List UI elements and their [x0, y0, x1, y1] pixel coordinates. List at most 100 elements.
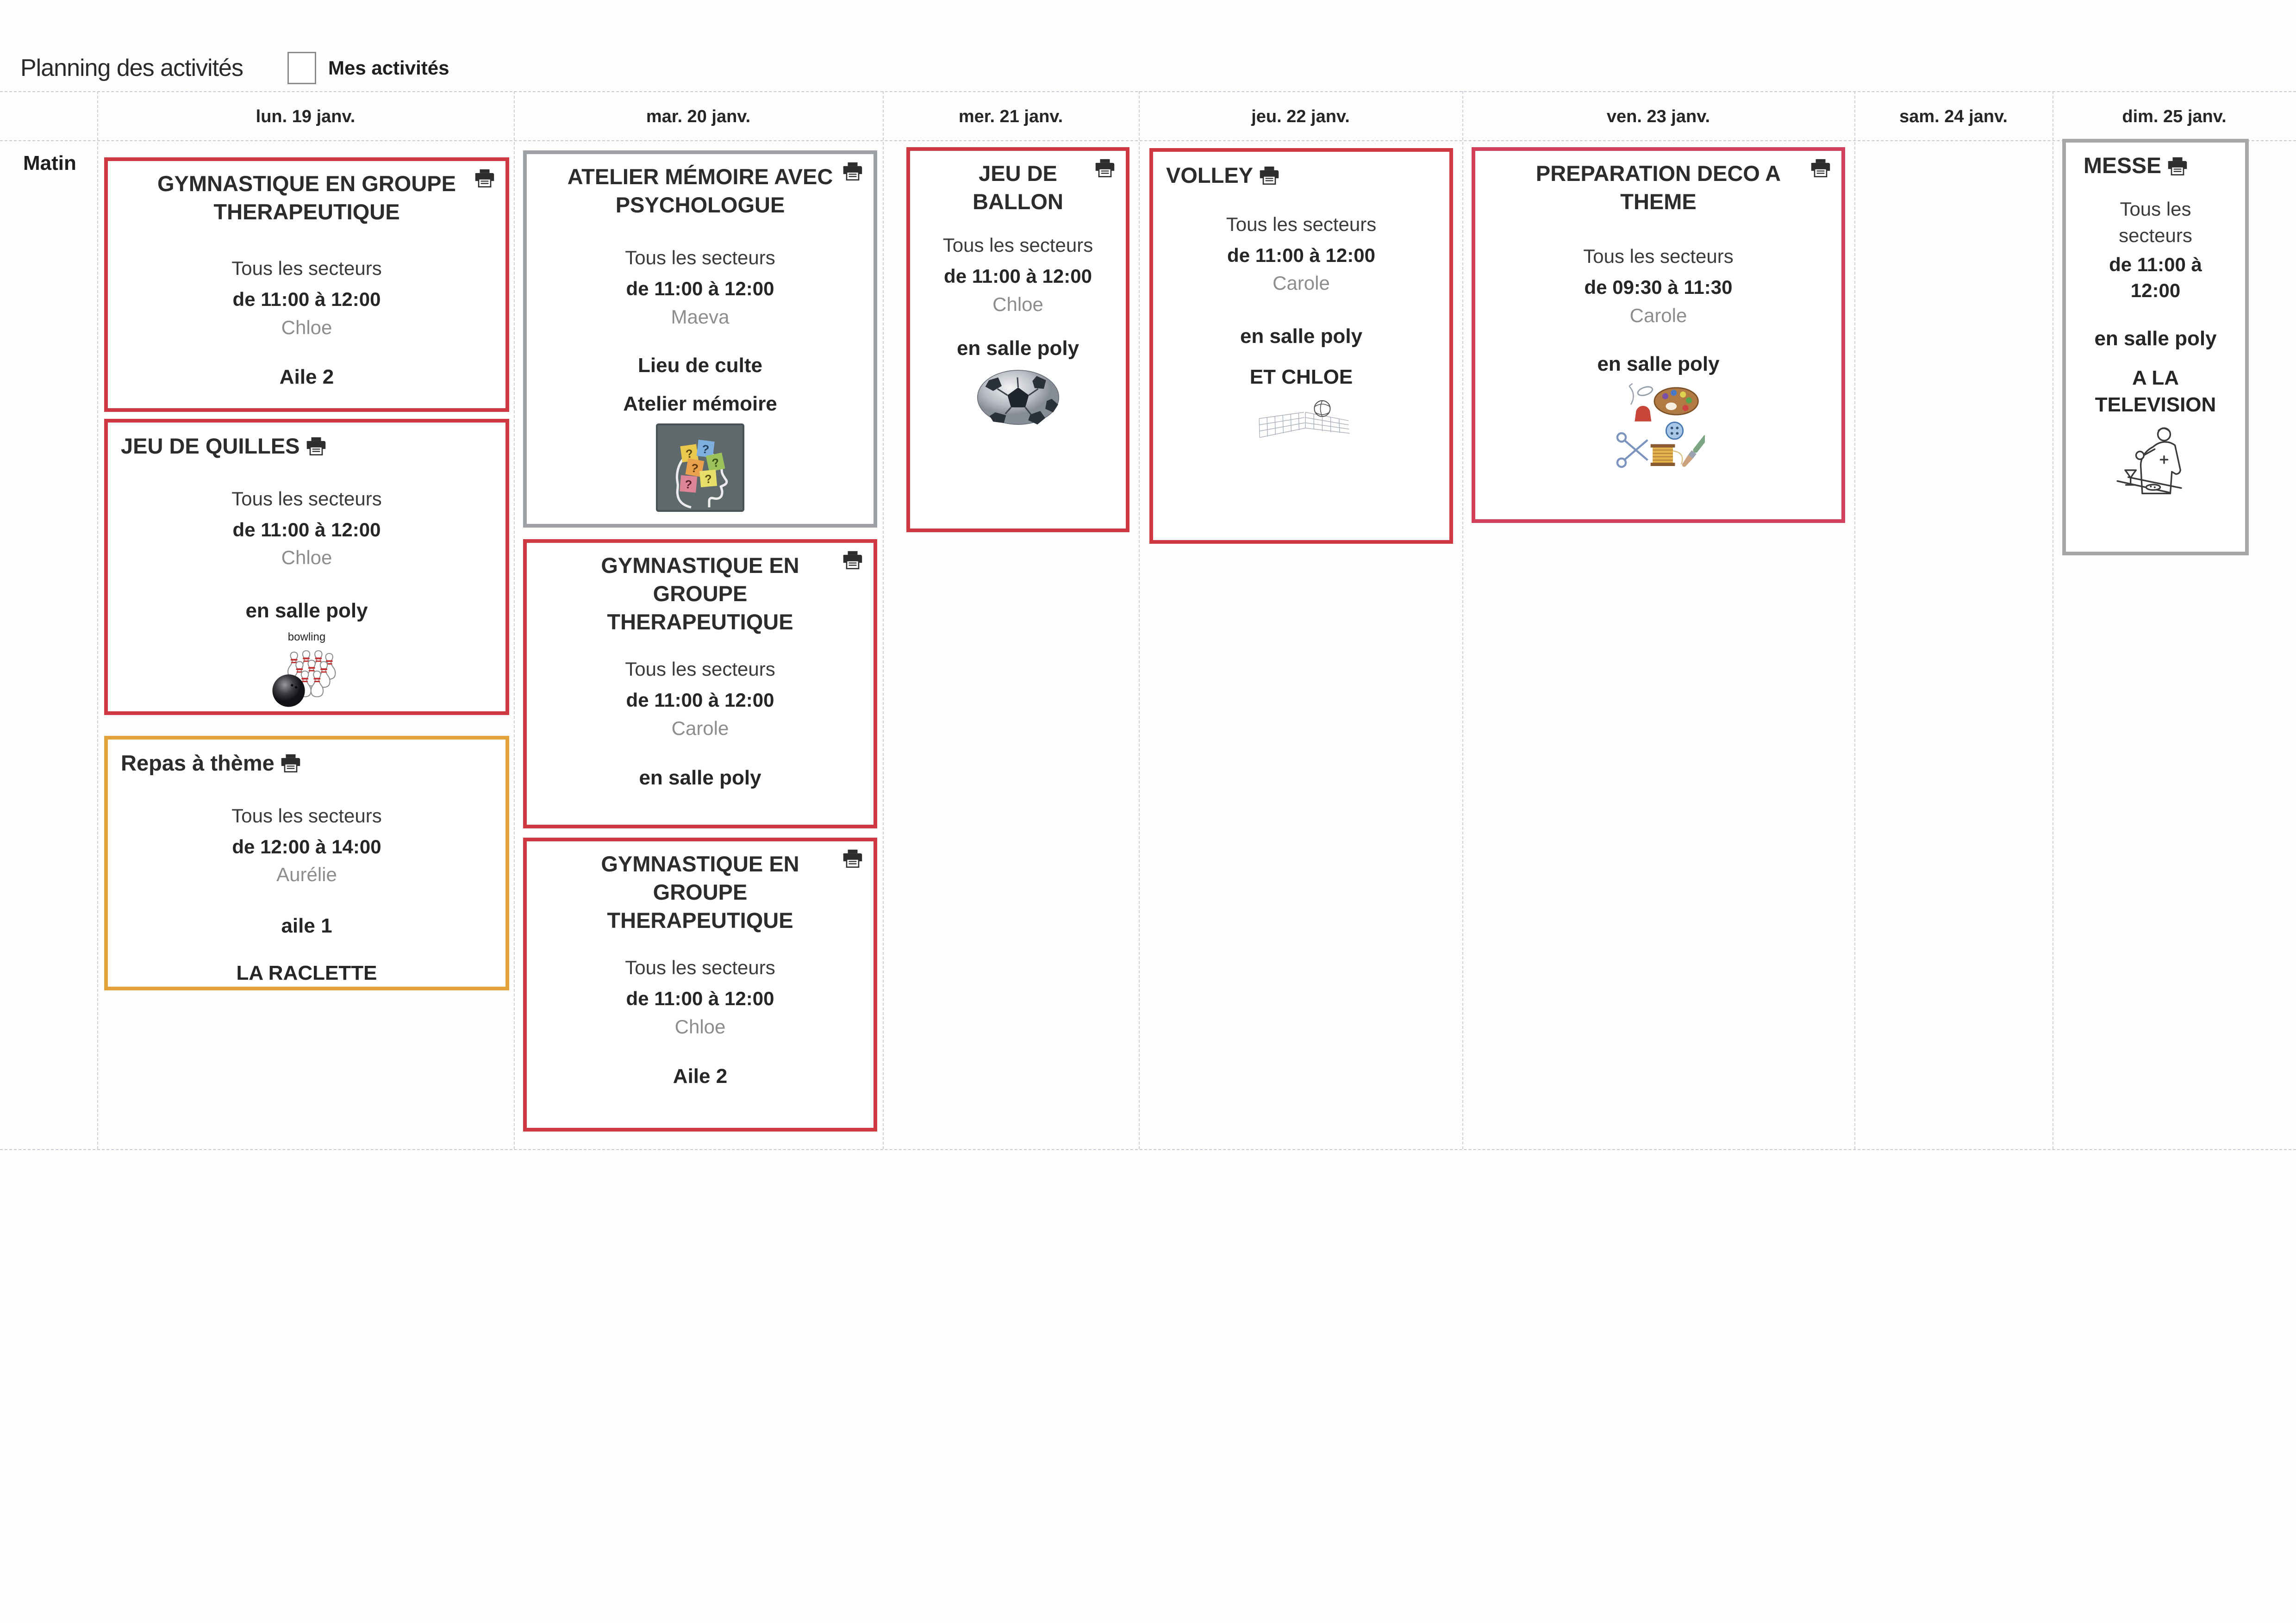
soccer-ball-image: [977, 370, 1059, 425]
activity-location: en salle poly: [245, 599, 368, 622]
activity-location: en salle poly: [2094, 327, 2217, 350]
print-icon[interactable]: [842, 162, 863, 181]
print-icon[interactable]: [842, 550, 863, 570]
activity-location: Aile 2: [673, 1064, 728, 1088]
column-divider: [1139, 91, 1140, 1149]
header-divider-top: [0, 91, 2296, 92]
activity-time: de 09:30 à 11:30: [1584, 276, 1733, 298]
activity-extra: ET CHLOE: [1249, 365, 1353, 388]
activity-sector: Tous les secteurs: [231, 805, 382, 827]
activity-card-quilles[interactable]: JEU DE QUILLES Tous les secteurs de 11:0…: [104, 419, 509, 715]
activity-person: Chloe: [674, 1015, 726, 1038]
print-icon[interactable]: [306, 436, 327, 456]
activity-person: Carole: [671, 717, 729, 739]
print-icon[interactable]: [1259, 166, 1280, 185]
activity-person: Chloe: [992, 293, 1043, 315]
priest-at-altar-image: [2116, 427, 2182, 494]
activity-location: en salle poly: [1597, 352, 1720, 375]
column-divider: [1854, 91, 1855, 1149]
activity-card-atelier-memoire[interactable]: ATELIER MÉMOIRE AVEC PSYCHOLOGUE Tous le…: [523, 150, 877, 528]
activity-sector: Tous les secteurs: [2119, 198, 2192, 247]
row-divider-bottom: [0, 1149, 2296, 1150]
svg-text:?: ?: [704, 473, 712, 486]
activity-location: Aile 2: [279, 365, 334, 388]
activity-person: Chloe: [281, 316, 332, 338]
activity-person: Carole: [1629, 304, 1687, 326]
activity-card-volley[interactable]: VOLLEY Tous les secteurs de 11:00 à 12:0…: [1149, 148, 1453, 544]
activity-card-repas-theme[interactable]: Repas à thème Tous les secteurs de 12:00…: [104, 736, 509, 990]
activity-title: GYMNASTIQUE EN GROUPE THERAPEUTIQUE: [601, 553, 799, 634]
activity-title: PREPARATION DECO A THEME: [1535, 161, 1781, 214]
activity-extra: A LA TELEVISION: [2095, 367, 2216, 416]
memory-head-image: ? ? ? ? ? ?: [655, 423, 745, 512]
activity-title: JEU DE BALLON: [973, 161, 1063, 214]
activity-extra: LA RACLETTE: [236, 961, 377, 984]
activity-time: de 12:00 à 14:00: [232, 835, 381, 858]
volleyball-net-image: [1259, 400, 1350, 438]
mes-activites-label[interactable]: Mes activités: [328, 57, 449, 79]
activity-sector: Tous les secteurs: [625, 658, 775, 680]
header-divider-bottom: [0, 140, 2296, 141]
svg-text:?: ?: [711, 456, 721, 470]
print-icon[interactable]: [1094, 158, 1116, 178]
day-header-tuesday: mar. 20 janv.: [646, 106, 751, 126]
svg-text:?: ?: [684, 478, 693, 491]
activity-sector: Tous les secteurs: [625, 957, 775, 979]
print-icon[interactable]: [842, 849, 863, 868]
activity-card-gymnastique-tuesday-1[interactable]: GYMNASTIQUE EN GROUPE THERAPEUTIQUE Tous…: [523, 539, 877, 828]
activity-card-preparation-deco[interactable]: PREPARATION DECO A THEME Tous les secteu…: [1472, 147, 1845, 523]
activity-person: Carole: [1273, 272, 1330, 294]
activity-time: de 11:00 à 12:00: [232, 288, 381, 310]
page-title: Planning des activités: [20, 55, 243, 81]
activity-location: en salle poly: [1240, 325, 1363, 348]
activity-title: JEU DE QUILLES: [121, 434, 300, 458]
print-icon[interactable]: [280, 753, 301, 773]
activity-card-jeu-de-ballon[interactable]: JEU DE BALLON Tous les secteurs de 11:00…: [906, 147, 1129, 532]
activity-title: ATELIER MÉMOIRE AVEC PSYCHOLOGUE: [567, 164, 833, 218]
mes-activites-checkbox[interactable]: [287, 52, 316, 84]
activity-time: de 11:00 à 12:00: [2109, 253, 2202, 302]
activity-time: de 11:00 à 12:00: [1227, 244, 1375, 266]
activity-sector: Tous les secteurs: [625, 247, 775, 269]
activity-time: de 11:00 à 12:00: [626, 277, 774, 299]
activity-time: de 11:00 à 12:00: [626, 689, 774, 711]
craft-supplies-image: [1616, 383, 1705, 468]
activity-person: Chloe: [281, 547, 332, 569]
activity-card-gymnastique-monday[interactable]: GYMNASTIQUE EN GROUPE THERAPEUTIQUE Tous…: [104, 157, 509, 412]
activity-time: de 11:00 à 12:00: [626, 987, 774, 1009]
bowling-pins-image: [272, 650, 336, 707]
activity-person: Aurélie: [276, 864, 337, 886]
bowling-caption: bowling: [287, 630, 326, 643]
activity-card-messe[interactable]: MESSE Tous les secteurs de 11:00 à 12:00…: [2062, 139, 2249, 555]
activity-extra: Atelier mémoire: [623, 392, 777, 415]
activity-title: VOLLEY: [1166, 163, 1254, 187]
activity-time: de 11:00 à 12:00: [232, 518, 381, 541]
activity-location: aile 1: [281, 914, 332, 938]
activity-title: GYMNASTIQUE EN GROUPE THERAPEUTIQUE: [157, 171, 456, 224]
day-header-saturday: sam. 24 janv.: [1899, 106, 2008, 126]
activity-sector: Tous les secteurs: [231, 257, 382, 280]
activity-card-gymnastique-tuesday-2[interactable]: GYMNASTIQUE EN GROUPE THERAPEUTIQUE Tous…: [523, 838, 877, 1132]
activity-title: MESSE: [2084, 154, 2162, 178]
activity-title: GYMNASTIQUE EN GROUPE THERAPEUTIQUE: [601, 852, 799, 933]
activity-sector: Tous les secteurs: [942, 234, 1093, 256]
activity-title: Repas à thème: [121, 751, 275, 775]
column-divider: [883, 91, 884, 1149]
svg-text:?: ?: [690, 461, 699, 475]
activity-time: de 11:00 à 12:00: [944, 265, 1092, 287]
day-header-thursday: jeu. 22 janv.: [1251, 106, 1350, 126]
activity-person: Maeva: [671, 305, 730, 328]
row-label-matin: Matin: [23, 152, 76, 174]
print-icon[interactable]: [2167, 156, 2188, 176]
activity-sector: Tous les secteurs: [1583, 245, 1734, 267]
column-divider: [514, 91, 515, 1149]
day-header-sunday: dim. 25 janv.: [2122, 106, 2227, 126]
column-divider: [97, 91, 98, 1149]
activity-location: en salle poly: [639, 766, 761, 789]
svg-text:?: ?: [685, 447, 694, 461]
print-icon[interactable]: [474, 168, 495, 188]
activity-location: en salle poly: [956, 336, 1079, 360]
activity-sector: Tous les secteurs: [231, 488, 382, 510]
day-header-wednesday: mer. 21 janv.: [958, 106, 1063, 126]
print-icon[interactable]: [1810, 158, 1831, 178]
